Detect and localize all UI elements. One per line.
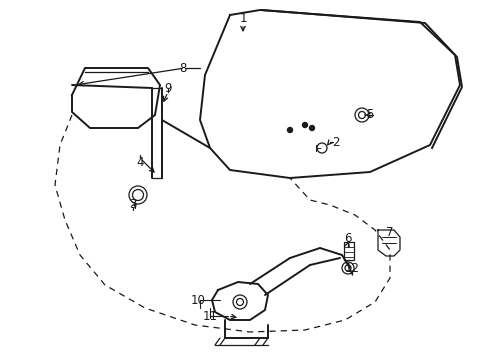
Text: 4: 4 (136, 156, 143, 168)
Text: 2: 2 (331, 135, 339, 148)
Text: 6: 6 (344, 231, 351, 244)
Text: 8: 8 (179, 62, 186, 75)
Text: 1: 1 (239, 12, 246, 24)
Text: 10: 10 (190, 293, 205, 306)
Circle shape (287, 127, 292, 132)
Bar (343, 242, 353, 260)
Text: 5: 5 (366, 108, 373, 122)
Circle shape (302, 122, 307, 127)
Text: 7: 7 (386, 225, 393, 238)
Circle shape (309, 126, 314, 130)
Text: 12: 12 (344, 261, 359, 274)
Text: 9: 9 (164, 81, 171, 94)
Text: 11: 11 (202, 310, 217, 323)
Text: 3: 3 (129, 198, 137, 211)
